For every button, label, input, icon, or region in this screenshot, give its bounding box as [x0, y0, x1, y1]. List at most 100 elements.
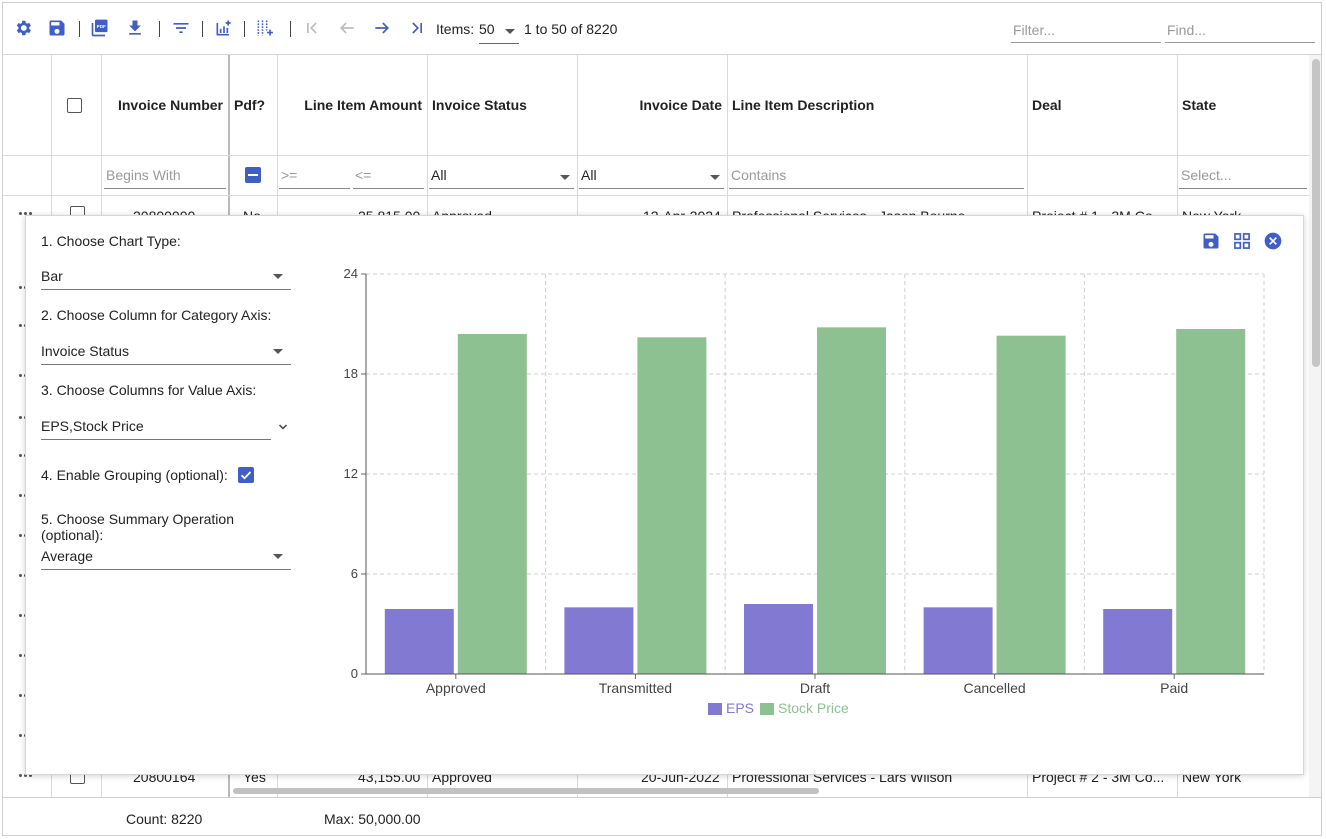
- category-axis-select[interactable]: Invoice Status: [41, 337, 291, 365]
- chevron-down-icon: [273, 274, 283, 279]
- y-tick-label: 6: [351, 566, 358, 581]
- legend-swatch: [708, 703, 722, 715]
- chevron-down-icon: [273, 554, 283, 559]
- chart-type-value: Bar: [41, 268, 63, 284]
- grouping-checkbox[interactable]: [238, 467, 254, 483]
- value-axis-select[interactable]: EPS,Stock Price: [41, 412, 271, 440]
- save-icon[interactable]: [1201, 231, 1221, 251]
- prev-page-icon[interactable]: [336, 17, 358, 39]
- bar-chart: 0 6 12 18 24 Approved Transmitted Draft Cancelle…: [326, 256, 1286, 736]
- toolbar-separator: [159, 21, 160, 37]
- step2-label: 2. Choose Column for Category Axis:: [41, 307, 272, 323]
- date-filter-value: All: [581, 167, 597, 183]
- vertical-scrollbar[interactable]: [1309, 55, 1321, 797]
- toolbar-separator: [244, 21, 245, 37]
- bar-eps: [744, 604, 813, 674]
- step1-label: 1. Choose Chart Type:: [41, 233, 181, 249]
- add-column-icon[interactable]: [254, 17, 276, 39]
- data-grid: Invoice Number Pdf? Line Item Amount Inv…: [3, 55, 1321, 835]
- select-all-checkbox[interactable]: [67, 98, 82, 113]
- chart-type-select[interactable]: Bar: [41, 262, 291, 290]
- status-filter-select[interactable]: All: [429, 163, 574, 189]
- state-filter-placeholder: Select...: [1181, 167, 1232, 183]
- items-per-page-select[interactable]: 50: [479, 16, 519, 44]
- filter-divider: [3, 195, 1321, 196]
- header-pdf[interactable]: Pdf?: [234, 97, 266, 113]
- filter-icon[interactable]: [170, 17, 192, 39]
- horizontal-scroll-thumb[interactable]: [233, 788, 819, 794]
- x-tick-label: Cancelled: [963, 680, 1025, 696]
- drag-handle-icon[interactable]: [19, 773, 35, 779]
- step5-label: 5. Choose Summary Operation: [41, 511, 234, 527]
- filter-input[interactable]: [1011, 17, 1161, 43]
- step5-label-optional: (optional):: [41, 527, 104, 543]
- horizontal-scrollbar[interactable]: [231, 786, 1309, 796]
- bar-eps: [1103, 609, 1173, 674]
- state-filter-select[interactable]: Select...: [1179, 163, 1307, 189]
- header-invoice-number[interactable]: Invoice Number: [117, 97, 223, 113]
- header-invoice-date[interactable]: Invoice Date: [639, 97, 722, 113]
- pdf-icon[interactable]: PDF: [89, 17, 111, 39]
- close-icon[interactable]: [1263, 231, 1283, 251]
- x-tick-label: Draft: [800, 680, 830, 696]
- y-tick-label: 24: [344, 266, 358, 281]
- chart-svg: 0 6 12 18 24 Approved Transmitted Draft Cancelle…: [344, 266, 1265, 716]
- value-axis-value: EPS,Stock Price: [41, 418, 144, 434]
- header-state[interactable]: State: [1182, 97, 1217, 113]
- first-page-icon[interactable]: [301, 17, 323, 39]
- legend-label: Stock Price: [778, 700, 849, 716]
- last-page-icon[interactable]: [406, 17, 428, 39]
- chevron-down-icon[interactable]: [278, 422, 288, 432]
- header-invoice-status[interactable]: Invoice Status: [432, 97, 527, 113]
- bar-stock-price: [1176, 329, 1246, 674]
- y-tick-label: 0: [351, 666, 358, 681]
- x-tick-label: Paid: [1160, 680, 1188, 696]
- items-per-page-value: 50: [479, 21, 495, 37]
- footer-max: Max: 50,000.00: [324, 811, 421, 827]
- chevron-down-icon: [710, 175, 720, 180]
- footer-count: Count: 8220: [126, 811, 203, 827]
- date-filter-select[interactable]: All: [579, 163, 724, 189]
- grid-icon[interactable]: [1232, 231, 1252, 251]
- step4-label: 4. Enable Grouping (optional):: [41, 467, 228, 483]
- invoice-number-filter[interactable]: Begins With: [104, 163, 226, 189]
- bar-eps: [564, 607, 634, 674]
- next-page-icon[interactable]: [371, 17, 393, 39]
- status-filter-value: All: [431, 167, 447, 183]
- summary-operation-value: Average: [41, 548, 93, 564]
- y-tick-label: 18: [344, 366, 358, 381]
- bar-stock-price: [817, 327, 886, 674]
- pdf-filter-checkbox[interactable]: [245, 167, 261, 183]
- settings-icon[interactable]: [12, 17, 34, 39]
- amount-min-filter[interactable]: >=: [279, 163, 350, 189]
- step3-label: 3. Choose Columns for Value Axis:: [41, 382, 257, 398]
- save-icon[interactable]: [46, 17, 68, 39]
- header-divider: [3, 155, 1321, 156]
- items-label: Items:: [436, 21, 475, 37]
- bar-stock-price: [996, 335, 1066, 674]
- header-line-item-description[interactable]: Line Item Description: [732, 97, 875, 113]
- summary-operation-select[interactable]: Average: [41, 542, 291, 570]
- toolbar-separator: [202, 21, 203, 37]
- find-input[interactable]: [1165, 17, 1315, 43]
- download-icon[interactable]: [124, 17, 146, 39]
- header-line-item-amount[interactable]: Line Item Amount: [304, 97, 422, 113]
- page-info: 1 to 50 of 8220: [524, 21, 618, 37]
- category-axis-value: Invoice Status: [41, 343, 129, 359]
- add-chart-icon[interactable]: [213, 17, 235, 39]
- bar-stock-price: [637, 337, 707, 674]
- bar-stock-price: [457, 334, 527, 674]
- chevron-down-icon: [505, 29, 515, 34]
- toolbar-separator: [290, 21, 291, 37]
- amount-max-filter[interactable]: <=: [353, 163, 424, 189]
- vertical-scroll-thumb[interactable]: [1312, 59, 1320, 367]
- check-icon: [240, 471, 252, 480]
- y-tick-label: 12: [344, 466, 358, 481]
- footer-divider: [3, 797, 1321, 798]
- description-filter[interactable]: Contains: [729, 163, 1024, 189]
- bar-eps: [384, 609, 454, 674]
- x-tick-label: Transmitted: [599, 680, 672, 696]
- drag-handle-icon[interactable]: [19, 211, 35, 217]
- header-deal[interactable]: Deal: [1032, 97, 1062, 113]
